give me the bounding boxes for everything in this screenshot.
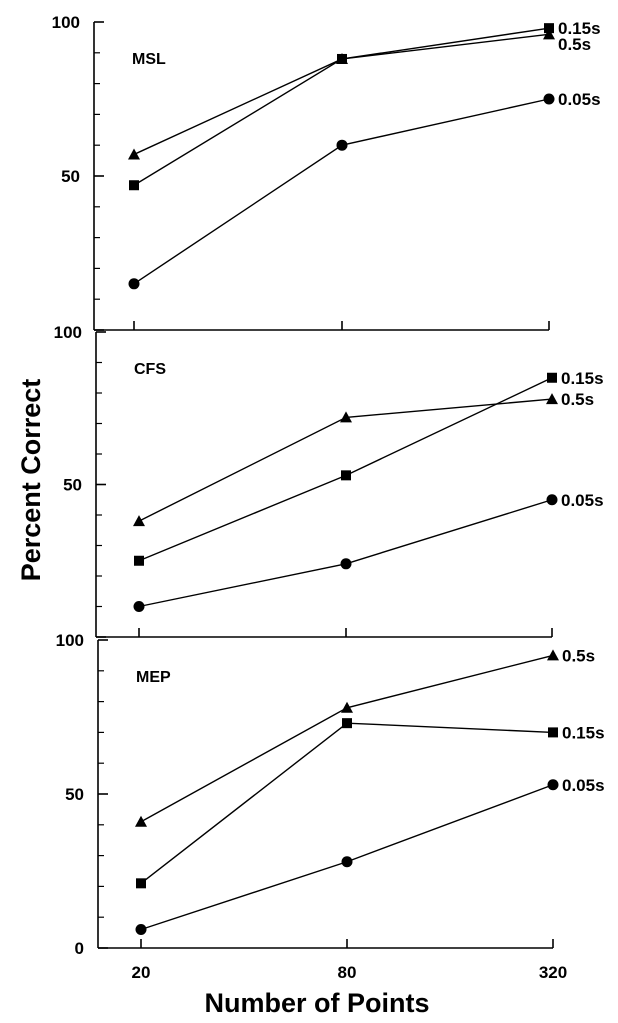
data-point-triangle bbox=[543, 28, 555, 40]
y-tick-label: 100 bbox=[54, 323, 82, 342]
data-point-square bbox=[547, 372, 557, 383]
data-point-triangle bbox=[133, 515, 145, 527]
data-point-circle bbox=[340, 558, 352, 570]
data-point-circle bbox=[336, 139, 348, 151]
data-point-triangle bbox=[547, 649, 559, 661]
data-point-square bbox=[136, 878, 146, 889]
data-point-square bbox=[134, 555, 144, 566]
data-point-triangle bbox=[135, 815, 147, 827]
data-point-circle bbox=[341, 856, 353, 868]
panel-title: CFS bbox=[134, 361, 166, 378]
data-point-circle bbox=[133, 601, 145, 612]
panel-title: MEP bbox=[136, 669, 171, 686]
x-tick-label: 20 bbox=[132, 963, 151, 982]
series-end-label: 0.15s bbox=[562, 723, 605, 742]
series-end-label: 0.15s bbox=[561, 369, 604, 388]
y-axis-title: Percent Correct bbox=[16, 379, 46, 582]
data-point-triangle bbox=[546, 393, 558, 405]
series-line bbox=[138, 499, 553, 608]
data-point-circle bbox=[135, 924, 147, 936]
data-point-circle bbox=[543, 93, 555, 105]
data-point-circle bbox=[547, 779, 559, 791]
series-0.05s bbox=[135, 779, 559, 936]
data-point-triangle bbox=[341, 701, 353, 713]
series-end-label: 0.05s bbox=[558, 90, 601, 109]
series-0.15s bbox=[136, 718, 558, 889]
y-tick-label: 100 bbox=[52, 13, 80, 32]
data-point-triangle bbox=[340, 411, 352, 423]
series-end-label: 0.5s bbox=[561, 390, 594, 409]
series-line bbox=[133, 33, 550, 156]
panel-title: MSL bbox=[132, 51, 166, 68]
series-end-label: 0.5s bbox=[562, 646, 595, 665]
series-0.5s bbox=[135, 649, 559, 827]
data-point-square bbox=[342, 718, 352, 729]
y-tick-label: 50 bbox=[65, 785, 84, 804]
y-tick-label: 0 bbox=[75, 939, 84, 958]
series-0.05s bbox=[128, 93, 555, 290]
series-line bbox=[140, 654, 554, 823]
series-0.15s bbox=[134, 372, 557, 566]
panel-mep: 0 50 100 MEP 0.5s 0.15s 0.05s 20 80 320 bbox=[56, 631, 605, 982]
x-axis-title: Number of Points bbox=[204, 988, 429, 1018]
x-tick-label: 80 bbox=[338, 963, 357, 982]
series-end-label: 0.5s bbox=[558, 35, 591, 54]
y-tick-label: 50 bbox=[63, 476, 82, 495]
y-tick-label: 50 bbox=[61, 167, 80, 186]
y-tick-label: 100 bbox=[56, 631, 84, 650]
data-point-triangle bbox=[128, 148, 140, 160]
series-0.05s bbox=[133, 494, 558, 612]
series-0.5s bbox=[128, 28, 555, 160]
data-point-square bbox=[341, 470, 351, 481]
data-point-square bbox=[548, 727, 558, 738]
data-point-circle bbox=[128, 278, 140, 290]
data-point-circle bbox=[546, 494, 558, 506]
series-end-label: 0.05s bbox=[562, 776, 605, 795]
panel-cfs: 50 100 CFS 0.15s 0.5s 0.05s bbox=[54, 323, 604, 638]
series-line bbox=[133, 27, 550, 186]
series-end-label: 0.15s bbox=[558, 19, 601, 38]
data-point-square bbox=[544, 23, 554, 34]
x-tick-label: 320 bbox=[539, 963, 567, 982]
data-point-square bbox=[129, 180, 139, 191]
series-line bbox=[133, 98, 550, 285]
series-0.15s bbox=[129, 23, 554, 191]
data-point-triangle bbox=[336, 52, 348, 64]
series-end-label: 0.05s bbox=[561, 491, 604, 510]
series-0.5s bbox=[133, 393, 558, 527]
